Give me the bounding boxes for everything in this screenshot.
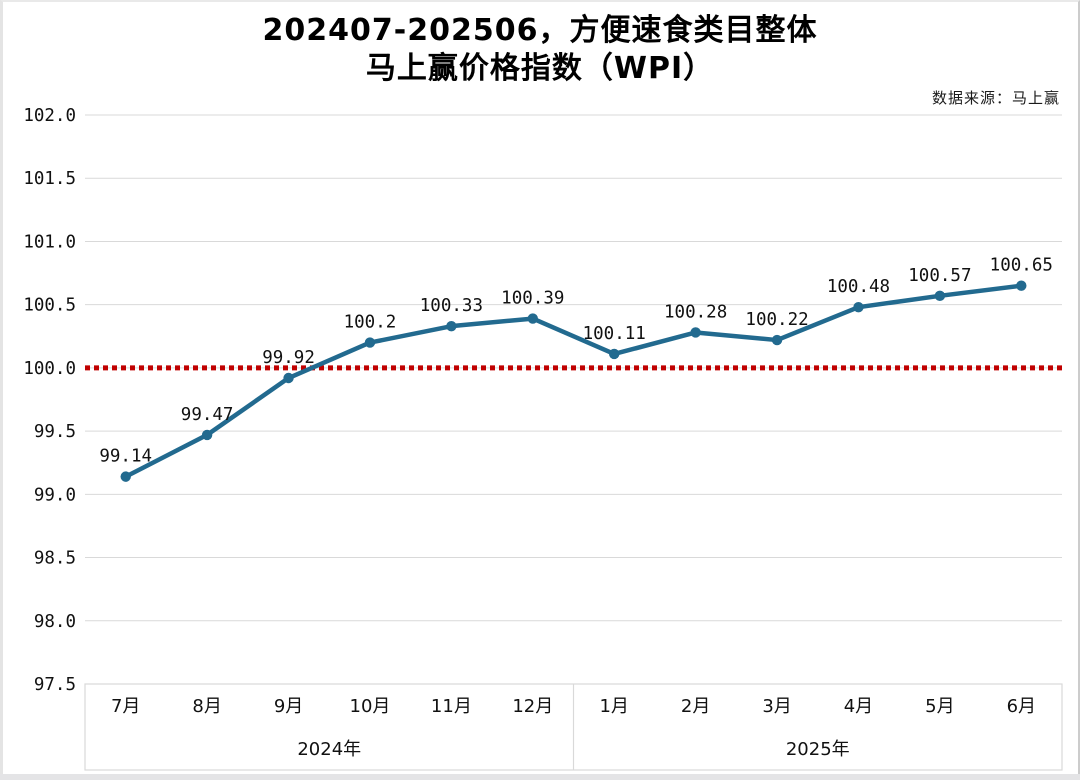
- data-point-marker: [609, 348, 620, 360]
- y-axis-tick-label: 99.5: [34, 422, 76, 442]
- data-point-marker: [771, 334, 783, 346]
- data-point-marker: [120, 471, 131, 482]
- month-label: 4月: [844, 696, 873, 717]
- year-label: 2025年: [786, 739, 850, 760]
- month-label: 2月: [681, 696, 710, 717]
- data-point-label: 100.2: [344, 313, 397, 333]
- bottom-edge-band: [0, 774, 1080, 780]
- y-axis-tick-label: 100.0: [23, 359, 76, 379]
- month-label: 5月: [925, 696, 954, 717]
- month-label: 8月: [192, 696, 221, 717]
- data-point-marker: [446, 320, 457, 332]
- wpi-series-line: [123, 283, 1024, 479]
- year-label: 2024年: [297, 739, 361, 760]
- chart-title-line1: 202407-202506，方便速食类目整体: [262, 13, 818, 48]
- data-source-note: 数据来源：马上赢: [931, 89, 1060, 107]
- y-axis-tick-label: 98.0: [34, 612, 76, 632]
- y-axis-tick-label: 98.5: [34, 549, 76, 569]
- y-axis-tick-label: 99.0: [34, 485, 76, 505]
- month-label: 3月: [762, 696, 791, 717]
- y-axis-tick-label: 100.5: [23, 296, 76, 316]
- data-point-label: 100.48: [827, 277, 890, 297]
- chart-header: 202407-202506，方便速食类目整体 马上赢价格指数（WPI）: [0, 12, 1080, 88]
- data-point-label: 99.47: [181, 405, 234, 425]
- data-point-label: 100.33: [420, 296, 483, 316]
- data-point-marker: [527, 313, 538, 324]
- y-axis-tick-label: 97.5: [34, 675, 76, 695]
- month-label: 6月: [1007, 696, 1036, 717]
- data-point-marker: [690, 327, 701, 338]
- y-axis-tick-label: 101.5: [23, 169, 76, 189]
- chart-title-line2: 马上赢价格指数（WPI）: [365, 51, 715, 86]
- data-point-label: 100.28: [664, 302, 727, 322]
- data-point-label: 100.11: [583, 324, 646, 344]
- data-point-marker: [853, 301, 864, 313]
- y-axis-tick-label: 102.0: [23, 106, 76, 126]
- data-point-label: 100.57: [908, 266, 971, 286]
- data-point-label: 100.22: [745, 310, 808, 330]
- data-point-label: 99.14: [99, 447, 152, 467]
- y-axis-tick-label: 101.0: [23, 232, 76, 252]
- data-point-marker: [1016, 280, 1027, 291]
- month-label: 1月: [599, 696, 628, 717]
- month-label: 9月: [274, 696, 303, 717]
- data-point-label: 100.39: [501, 289, 564, 309]
- data-point-label: 99.92: [262, 348, 315, 368]
- data-point-marker: [201, 429, 213, 441]
- month-label: 11月: [431, 696, 472, 717]
- data-point-marker: [283, 372, 294, 384]
- month-label: 10月: [350, 696, 391, 717]
- month-label: 12月: [512, 696, 553, 717]
- data-point-marker: [364, 337, 376, 348]
- data-point-label: 100.65: [990, 256, 1053, 276]
- month-label: 7月: [111, 696, 140, 717]
- data-point-marker: [934, 290, 946, 302]
